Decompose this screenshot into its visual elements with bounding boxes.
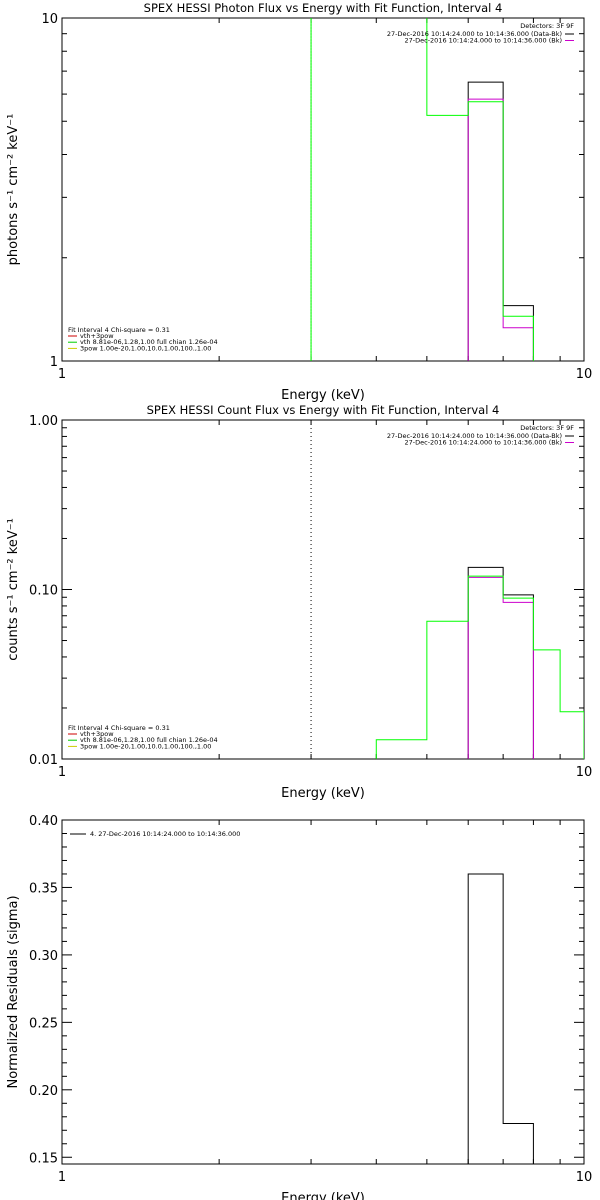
y-tick-label: 0.01 <box>29 753 58 768</box>
plot-frame <box>61 819 585 1165</box>
legend-entry: 3pow 1.00e-20,1.00,10.0,1.00,100.,1.00 <box>80 344 211 352</box>
y-tick-label: 0.35 <box>29 881 58 896</box>
y-tick-label: 0.30 <box>29 949 58 964</box>
legend-entry: 27-Dec-2016 10:14:24.000 to 10:14:36.000… <box>405 37 563 45</box>
series-group <box>467 873 534 1164</box>
y-tick-label: 0.10 <box>29 584 58 599</box>
legend-entry: vth+3pow <box>80 332 114 340</box>
legend-entry: vth+3pow <box>80 730 114 738</box>
series-group <box>310 18 534 361</box>
x-tick-label: 1 <box>58 765 66 780</box>
series-1-line <box>467 873 534 1164</box>
series-2-line <box>467 576 534 759</box>
legend-entry: 27-Dec-2016 10:14:24.000 to 10:14:36.000… <box>387 432 562 440</box>
x-tick-label: 10 <box>576 765 593 780</box>
legend-entry: 3pow 1.00e-20,1.00,10.0,1.00,100.,1.00 <box>80 742 211 750</box>
series-3-line <box>310 18 534 361</box>
legend-entry: 4. 27-Dec-2016 10:14:24.000 to 10:14:36.… <box>90 830 240 838</box>
panel-1: SPEX HESSI Photon Flux vs Energy with Fi… <box>6 1 592 403</box>
y-tick-label: 0.15 <box>29 1151 58 1166</box>
y-axis-label: Normalized Residuals (sigma) <box>6 895 21 1088</box>
legend-entry: 27-Dec-2016 10:14:24.000 to 10:14:36.000… <box>387 30 562 38</box>
series-2-line <box>467 98 534 361</box>
x-tick-label: 1 <box>58 1170 66 1185</box>
legend-entry: 27-Dec-2016 10:14:24.000 to 10:14:36.000… <box>405 439 563 447</box>
panel-3: 1 10 0.15 0.20 0.25 0.30 0.35 0.40 Energy (keV) N… <box>6 814 592 1200</box>
legend-header: Detectors: 3F 9F <box>520 22 574 30</box>
y-tick-label: 1.00 <box>29 414 58 429</box>
y-tick-label: 1 <box>50 355 58 370</box>
series-3-line <box>375 575 584 759</box>
plot-frame <box>61 419 585 760</box>
x-axis-label: Energy (keV) <box>281 1191 365 1200</box>
y-tick-label: 10 <box>41 12 58 27</box>
legend-header: Detectors: 3F 9F <box>520 424 574 432</box>
y-tick-label: 0.25 <box>29 1016 58 1031</box>
plot-frame <box>61 17 585 362</box>
y-tick-label: 0.20 <box>29 1084 58 1099</box>
series-group <box>375 566 584 759</box>
legend-entry: vth 8.81e-06,1.28,1.00 full chian 1.26e-… <box>80 338 218 346</box>
x-tick-label: 1 <box>58 367 66 382</box>
chart-title: SPEX HESSI Photon Flux vs Energy with Fi… <box>144 1 503 15</box>
panel-2: SPEX HESSI Count Flux vs Energy with Fit… <box>6 403 592 801</box>
y-tick-label: 0.40 <box>29 814 58 829</box>
legend-header: Fit Interval 4 Chi-square = 0.31 <box>68 724 170 732</box>
y-axis-label: photons s⁻¹ cm⁻² keV⁻¹ <box>6 114 21 266</box>
chart-title: SPEX HESSI Count Flux vs Energy with Fit… <box>147 403 500 417</box>
x-axis-label: Energy (keV) <box>281 388 365 403</box>
legend-entry: vth 8.81e-06,1.28,1.00 full chian 1.26e-… <box>80 736 218 744</box>
series-1-line <box>467 81 534 361</box>
x-tick-label: 10 <box>576 1170 593 1185</box>
legend-header: Fit Interval 4 Chi-square = 0.31 <box>68 326 170 334</box>
x-tick-label: 10 <box>576 367 593 382</box>
x-axis-label: Energy (keV) <box>281 786 365 801</box>
y-axis-label: counts s⁻¹ cm⁻² keV⁻¹ <box>6 518 21 661</box>
series-1-line <box>467 566 534 759</box>
